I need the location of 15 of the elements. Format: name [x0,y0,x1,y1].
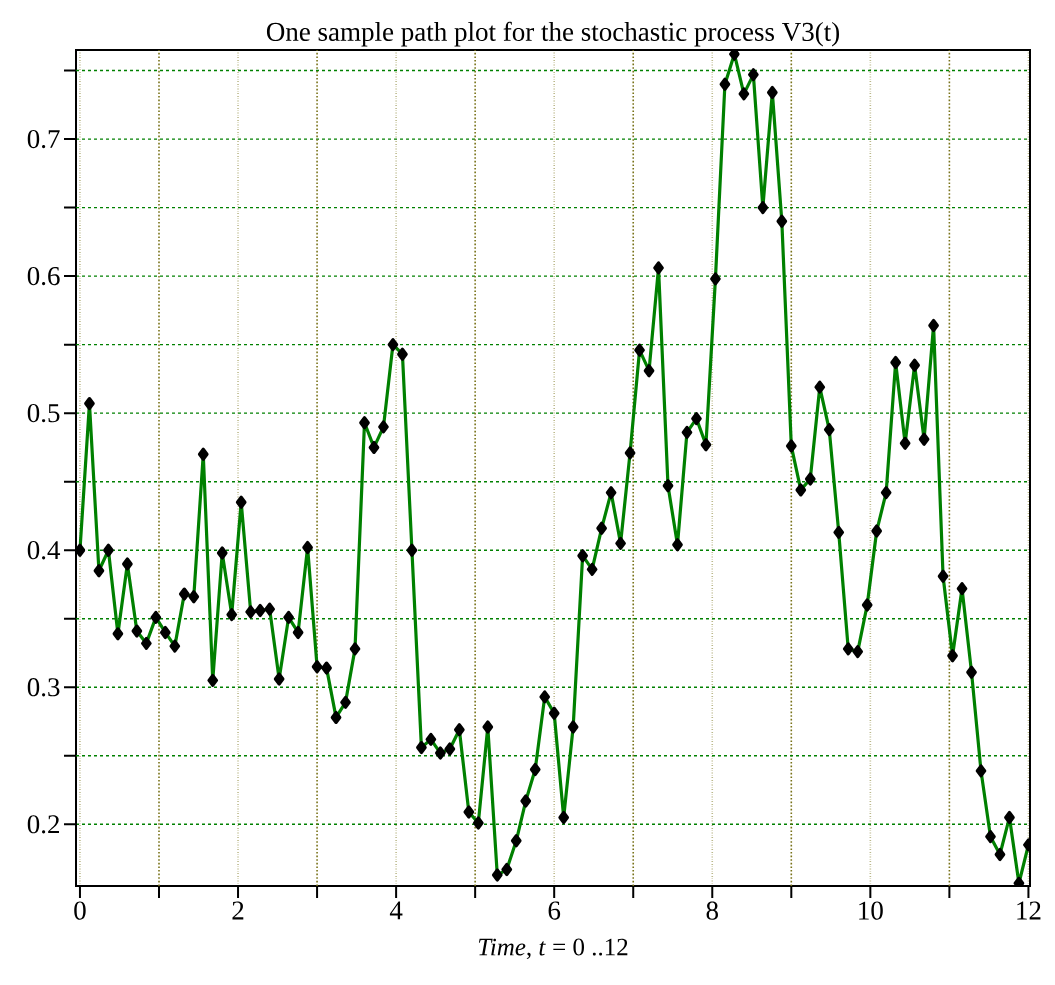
x-tick-label: 6 [548,901,561,920]
y-tick-label: 0.2 [27,815,59,834]
y-tick-label: 0.7 [27,129,60,149]
y-tick-label: 0.3 [27,678,60,697]
x-axis-title: Time, t = 0 ..12 [478,938,628,960]
x-tick-label: 10 [859,901,883,920]
x-tick-label: 12 [1017,901,1041,920]
x-tick-label: 4 [389,901,403,920]
y-tick-label: 0.4 [27,541,61,560]
y-tick-label: 0.6 [27,266,60,286]
y-tick-label: 0.5 [27,404,60,423]
x-tick-label: 0 [74,901,86,920]
x-tick-label: 2 [232,901,244,920]
chart-title: One sample path plot for the stochastic process V3(t) [266,21,840,47]
x-tick-label: 8 [706,901,718,920]
